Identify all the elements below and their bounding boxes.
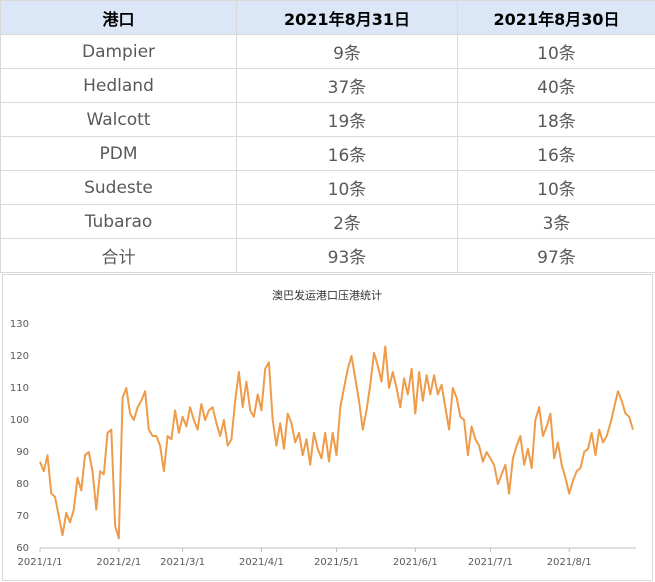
chart-title: 澳巴发运港口压港统计 bbox=[272, 288, 382, 302]
table-row: Sudeste 10条 10条 bbox=[0, 170, 655, 205]
x-tick-label: 2021/6/1 bbox=[393, 557, 438, 568]
header-cell: 港口 bbox=[0, 0, 237, 35]
table-cell: 93条 bbox=[236, 238, 458, 273]
x-tick-label: 2021/1/1 bbox=[18, 557, 63, 568]
y-tick-label: 60 bbox=[16, 543, 29, 554]
table-cell: 2条 bbox=[236, 204, 458, 239]
y-tick-label: 120 bbox=[10, 351, 29, 362]
y-tick-label: 70 bbox=[16, 511, 29, 522]
table-cell: 19条 bbox=[236, 102, 458, 137]
y-tick-label: 80 bbox=[16, 479, 29, 490]
y-tick-label: 100 bbox=[10, 415, 29, 426]
x-tick-label: 2021/7/1 bbox=[468, 557, 513, 568]
table-cell: Hedland bbox=[0, 68, 237, 103]
table-body: Dampier 9条 10条 Hedland 37条 40条 Walcott 19条 18条 PD… bbox=[0, 34, 655, 273]
x-tick-label: 2021/5/1 bbox=[314, 557, 359, 568]
table-cell: 10条 bbox=[457, 34, 655, 69]
table-cell: 3条 bbox=[457, 204, 655, 239]
table-row: Dampier 9条 10条 bbox=[0, 34, 655, 69]
table-cell: Walcott bbox=[0, 102, 237, 137]
table-cell: 16条 bbox=[236, 136, 458, 171]
table-cell: Sudeste bbox=[0, 170, 237, 205]
header-cell: 2021年8月31日 bbox=[236, 0, 458, 35]
table-row: Tubarao 2条 3条 bbox=[0, 204, 655, 239]
port-table: 港口 2021年8月31日 2021年8月30日 Dampier 9条 10条 Hedla… bbox=[0, 0, 655, 273]
table-cell: 10条 bbox=[236, 170, 458, 205]
line-series bbox=[39, 345, 634, 540]
header-cell: 2021年8月30日 bbox=[457, 0, 655, 35]
table-cell: 37条 bbox=[236, 68, 458, 103]
table-row: PDM 16条 16条 bbox=[0, 136, 655, 171]
table-cell: 40条 bbox=[457, 68, 655, 103]
table-cell: 16条 bbox=[457, 136, 655, 171]
x-tick-label: 2021/4/1 bbox=[239, 557, 284, 568]
y-tick-label: 90 bbox=[16, 447, 29, 458]
table-row: 合计 93条 97条 bbox=[0, 238, 655, 273]
table-cell: 合计 bbox=[0, 238, 237, 273]
table-cell: Tubarao bbox=[0, 204, 237, 239]
y-tick-label: 130 bbox=[10, 319, 29, 330]
table-cell: Dampier bbox=[0, 34, 237, 69]
header-row: 港口 2021年8月31日 2021年8月30日 bbox=[0, 0, 655, 35]
table-cell: 97条 bbox=[457, 238, 655, 273]
table-cell: 10条 bbox=[457, 170, 655, 205]
x-tick-label: 2021/8/1 bbox=[547, 557, 592, 568]
x-tick-label: 2021/3/1 bbox=[160, 557, 205, 568]
table-row: Hedland 37条 40条 bbox=[0, 68, 655, 103]
chart: 澳巴发运港口压港统计 60 70 80 90 100 110 120 130 2021/1/1 2… bbox=[2, 274, 653, 581]
chart-frame bbox=[2, 274, 653, 581]
y-tick-label: 110 bbox=[10, 383, 29, 394]
table-cell: 18条 bbox=[457, 102, 655, 137]
table-cell: 9条 bbox=[236, 34, 458, 69]
table-cell: PDM bbox=[0, 136, 237, 171]
x-tick-label: 2021/2/1 bbox=[96, 557, 141, 568]
table-row: Walcott 19条 18条 bbox=[0, 102, 655, 137]
